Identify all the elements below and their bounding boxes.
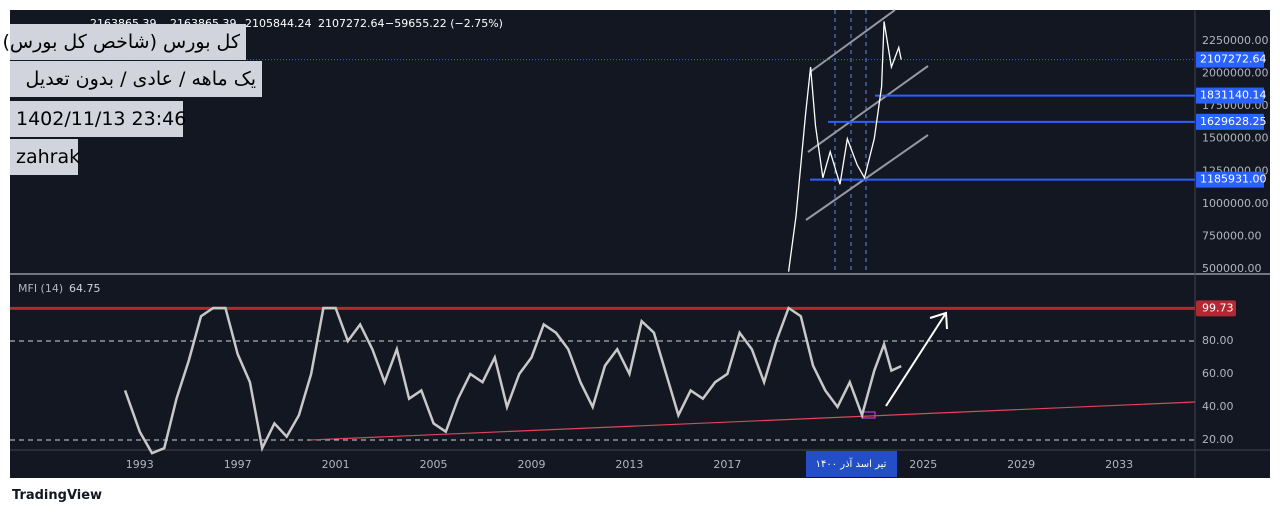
x-tick-label: 2025 bbox=[909, 458, 937, 471]
x-tick-label: 2017 bbox=[713, 458, 741, 471]
y-tick-label: 500000.00 bbox=[1202, 262, 1262, 275]
last-price-box bbox=[1196, 51, 1264, 68]
mfi-title: MFI (14) bbox=[18, 282, 63, 295]
overlay-title: کل بورس (شاخص کل بورس) bbox=[2, 24, 246, 60]
channel bbox=[805, 9, 929, 221]
y-tick-label: 20.00 bbox=[1202, 433, 1234, 446]
mfi-value: 64.75 bbox=[69, 282, 101, 295]
y-tick-label: 2000000.00 bbox=[1202, 67, 1268, 80]
level-label: 1185931.00 bbox=[1200, 173, 1266, 186]
y-tick-label: 40.00 bbox=[1202, 400, 1234, 413]
arrow bbox=[885, 311, 948, 407]
series-line bbox=[787, 21, 902, 272]
x-tick-label: 2001 bbox=[322, 458, 350, 471]
ohlc-value: 2107272.64 bbox=[318, 17, 384, 30]
trendline bbox=[311, 401, 1196, 441]
x-tick-label: 1997 bbox=[224, 458, 252, 471]
level-label: 1629628.25 bbox=[1200, 115, 1266, 128]
x-tick-label: 2005 bbox=[420, 458, 448, 471]
overlay-subtitle: یک ماهه / عادی / بدون تعدیل bbox=[10, 61, 262, 97]
y-tick-label: 1500000.00 bbox=[1202, 132, 1268, 145]
y-tick-label: 750000.00 bbox=[1202, 229, 1262, 242]
y-tick-label: 80.00 bbox=[1202, 334, 1234, 347]
series-line bbox=[123, 306, 902, 455]
x-tick-label: 2009 bbox=[517, 458, 545, 471]
level-box bbox=[1196, 300, 1236, 317]
x-tick-label: 2013 bbox=[615, 458, 643, 471]
x-highlight bbox=[806, 451, 897, 477]
level-box bbox=[1196, 171, 1264, 188]
x-tick-label: 2033 bbox=[1105, 458, 1133, 471]
ohlc-value: 2105844.24 bbox=[245, 17, 311, 30]
x-tick-label: 1993 bbox=[126, 458, 154, 471]
x-highlight-label: ۱۴۰۰ تیر اسد آذر bbox=[816, 457, 887, 470]
level-label: 1831140.14 bbox=[1200, 89, 1266, 102]
level-box bbox=[1196, 87, 1264, 104]
y-tick-label: 60.00 bbox=[1202, 367, 1234, 380]
overlay-author: zahrak bbox=[10, 139, 80, 175]
last-price-label: 2107272.64 bbox=[1200, 53, 1266, 66]
x-tick-label: 2029 bbox=[1007, 458, 1035, 471]
level-box bbox=[1196, 113, 1264, 130]
overlay-date: 1402/11/13 23:46 bbox=[10, 101, 186, 137]
ohlc-value: −59655.22 (−2.75%) bbox=[385, 17, 503, 30]
y-tick-label: 1000000.00 bbox=[1202, 197, 1268, 210]
y-tick-label: 2250000.00 bbox=[1202, 34, 1268, 47]
footer: TradingView bbox=[12, 488, 103, 503]
level-label: 99.73 bbox=[1202, 301, 1234, 314]
